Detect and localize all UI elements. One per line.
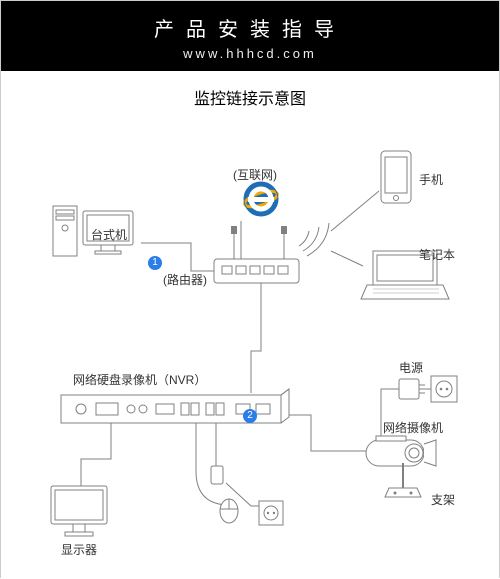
- internet-explorer-icon: [243, 182, 279, 216]
- page-container: 产品安装指导 www.hhhcd.com 监控链接示意图: [0, 0, 500, 578]
- router-icon: [214, 226, 299, 283]
- power-adapter-icon: [399, 379, 425, 399]
- monitor-icon: [51, 486, 107, 536]
- label-router: (路由器): [163, 271, 207, 288]
- wall-outlet-icon: [259, 501, 283, 525]
- diagram-area: 监控链接示意图: [1, 71, 499, 579]
- label-monitor: 显示器: [61, 541, 97, 558]
- adapter-icon: [211, 466, 223, 484]
- label-camera: 网络摄像机: [383, 419, 443, 436]
- label-phone: 手机: [419, 171, 443, 188]
- header-title: 产品安装指导: [1, 13, 499, 42]
- label-desktop: 台式机: [91, 226, 127, 243]
- label-power: 电源: [399, 359, 423, 376]
- label-nvr: 网络硬盘录像机（NVR）: [73, 371, 206, 388]
- header: 产品安装指导 www.hhhcd.com: [1, 1, 499, 71]
- header-subtitle: www.hhhcd.com: [1, 46, 499, 61]
- wall-outlet-right-icon: [431, 376, 457, 402]
- phone-icon: [381, 151, 411, 203]
- bracket-icon: [385, 463, 421, 497]
- devices-layer: [1, 71, 500, 579]
- label-internet: (互联网): [233, 166, 277, 183]
- mouse-icon: [220, 499, 238, 523]
- label-laptop: 笔记本: [419, 246, 455, 263]
- label-bracket: 支架: [431, 491, 455, 508]
- step-marker-2: 2: [243, 409, 257, 423]
- step-marker-1: 1: [148, 256, 162, 270]
- camera-icon: [366, 436, 436, 466]
